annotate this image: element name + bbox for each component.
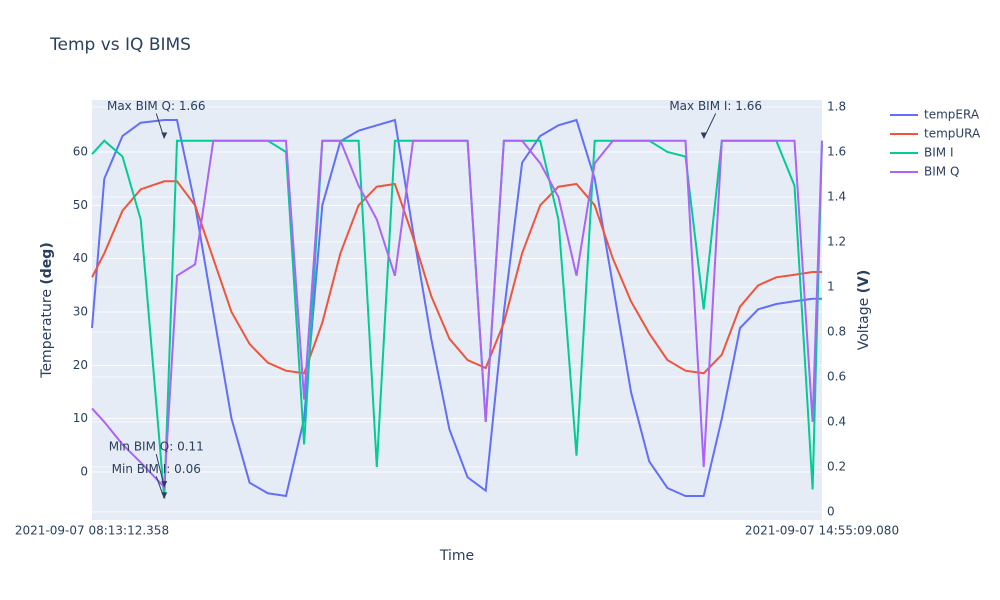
- y-axis-title: Temperature (deg): [39, 242, 55, 378]
- annotation-label: Max BIM Q: 1.66: [107, 99, 206, 113]
- x-tick-label: 2021-09-07 08:13:12.358: [15, 524, 169, 538]
- series-line: [91, 139, 823, 490]
- series-line: [91, 118, 822, 498]
- y-tick-label: 10: [73, 411, 88, 425]
- y2-tick-label: 0.4: [827, 414, 846, 428]
- annotation-arrowhead: [161, 132, 168, 139]
- legend-label: tempURA: [924, 127, 981, 141]
- y-title-unit: (deg): [39, 242, 55, 284]
- x-tick-label: 2021-09-07 14:55:09.080: [745, 524, 899, 538]
- y2-tick-label: 1.8: [827, 99, 846, 113]
- annotation-label: Max BIM I: 1.66: [669, 99, 762, 113]
- legend-label: BIM Q: [924, 165, 959, 179]
- y2-tick-label: 0.2: [827, 459, 846, 473]
- legend-label: BIM I: [924, 146, 953, 160]
- y-tick-label: 20: [73, 358, 88, 372]
- annotation-label: Min BIM Q: 0.11: [109, 440, 204, 454]
- series-line: [91, 180, 822, 375]
- chart-title: Temp vs IQ BIMS: [49, 35, 191, 55]
- annotation-arrowhead: [161, 492, 168, 499]
- y2-tick-label: 1: [827, 279, 835, 293]
- y-tick-label: 30: [73, 305, 88, 319]
- y2-tick-label: 0.6: [827, 369, 846, 383]
- y-tick-label: 0: [80, 465, 88, 479]
- y2-tick-label: 1.6: [827, 144, 846, 158]
- y2-tick-label: 0: [827, 504, 835, 518]
- y-tick-label: 50: [73, 198, 88, 212]
- y-title-text: Temperature: [39, 289, 55, 379]
- x-axis-title: Time: [439, 548, 474, 564]
- y2-title-text: Voltage: [856, 298, 872, 351]
- y-tick-label: 40: [73, 251, 88, 265]
- legend-label: tempERA: [924, 108, 980, 122]
- y2-tick-label: 1.4: [827, 189, 846, 203]
- y-tick-label: 60: [73, 145, 88, 159]
- annotation-label: Min BIM I: 0.06: [112, 462, 201, 476]
- annotation-arrowhead: [161, 481, 168, 488]
- y2-tick-label: 1.2: [827, 234, 846, 248]
- y2-title-unit: (V): [856, 270, 872, 294]
- annotation-arrowhead: [700, 132, 707, 139]
- y2-axis-title: Voltage (V): [856, 270, 872, 351]
- y2-tick-label: 0.8: [827, 324, 846, 338]
